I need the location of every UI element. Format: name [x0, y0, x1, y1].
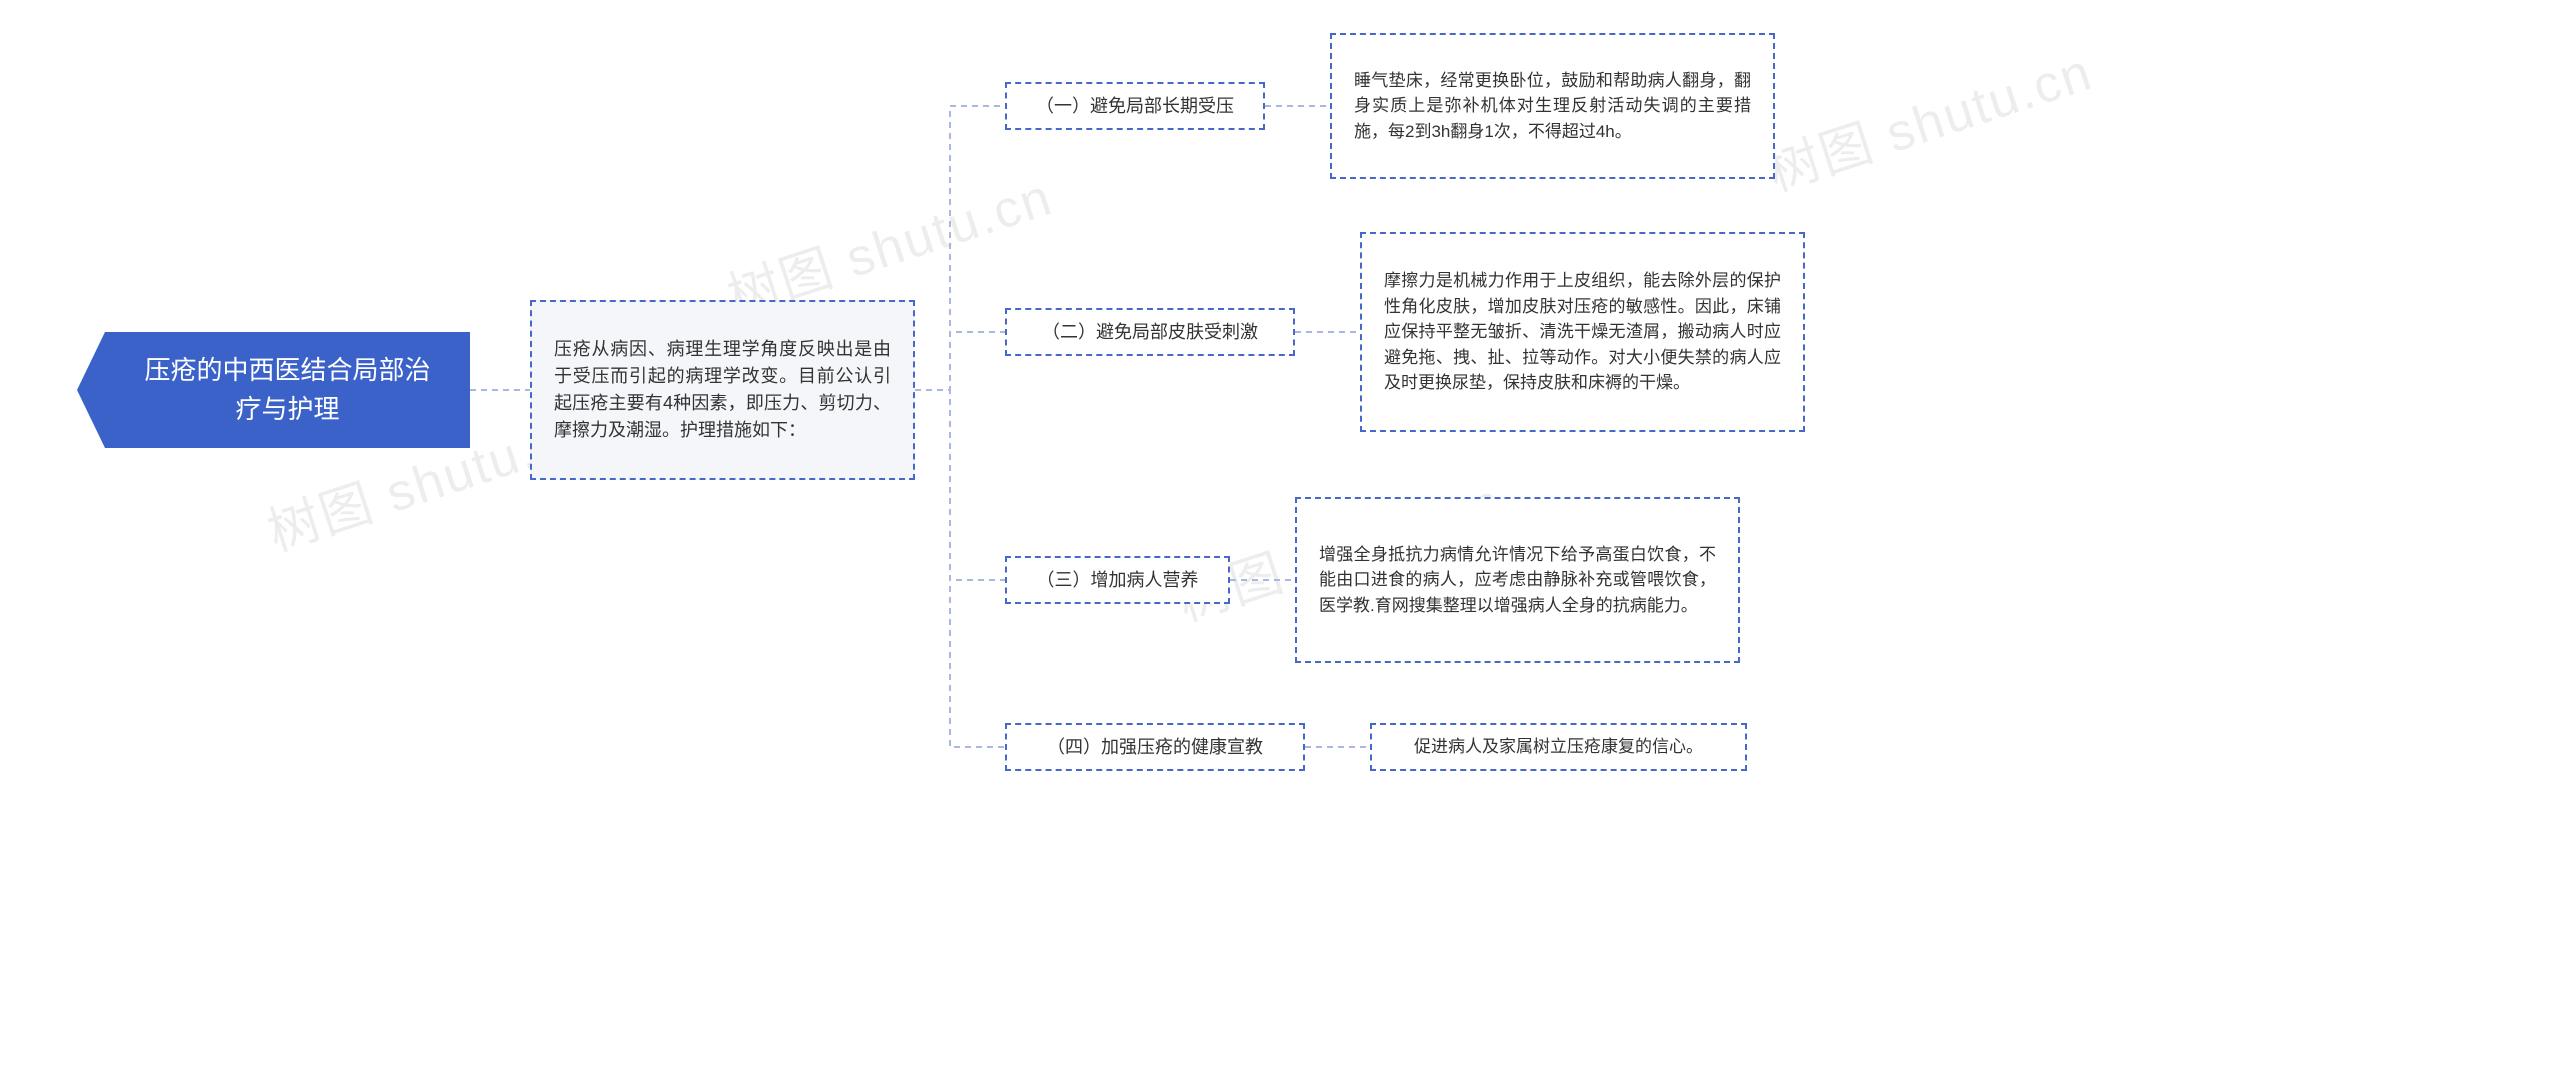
branch-node-1[interactable]: （一）避免局部长期受压: [1005, 82, 1265, 130]
leaf-node-2[interactable]: 摩擦力是机械力作用于上皮组织，能去除外层的保护性角化皮肤，增加皮肤对压疮的敏感性…: [1360, 232, 1805, 432]
branch-label: （四）加强压疮的健康宣教: [1047, 734, 1263, 761]
leaf-text: 增强全身抵抗力病情允许情况下给予高蛋白饮食，不能由口进食的病人，应考虑由静脉补充…: [1319, 542, 1716, 619]
branch-label: （二）避免局部皮肤受刺激: [1042, 319, 1258, 346]
branch-node-4[interactable]: （四）加强压疮的健康宣教: [1005, 723, 1305, 771]
description-node[interactable]: 压疮从病因、病理生理学角度反映出是由于受压而引起的病理学改变。目前公认引起压疮主…: [530, 300, 915, 480]
branch-node-2[interactable]: （二）避免局部皮肤受刺激: [1005, 308, 1295, 356]
root-node[interactable]: 压疮的中西医结合局部治疗与护理: [105, 332, 470, 448]
leaf-text: 摩擦力是机械力作用于上皮组织，能去除外层的保护性角化皮肤，增加皮肤对压疮的敏感性…: [1384, 268, 1781, 396]
leaf-node-4[interactable]: 促进病人及家属树立压疮康复的信心。: [1370, 723, 1747, 771]
branch-label: （三）增加病人营养: [1037, 567, 1199, 594]
description-text: 压疮从病因、病理生理学角度反映出是由于受压而引起的病理学改变。目前公认引起压疮主…: [554, 336, 891, 444]
watermark: 树图 shutu.cn: [1757, 30, 2101, 205]
leaf-node-3[interactable]: 增强全身抵抗力病情允许情况下给予高蛋白饮食，不能由口进食的病人，应考虑由静脉补充…: [1295, 497, 1740, 663]
root-title: 压疮的中西医结合局部治疗与护理: [140, 351, 435, 429]
connector-lines: [0, 0, 2560, 1075]
branch-node-3[interactable]: （三）增加病人营养: [1005, 556, 1230, 604]
branch-label: （一）避免局部长期受压: [1036, 93, 1234, 120]
leaf-node-1[interactable]: 睡气垫床，经常更换卧位，鼓励和帮助病人翻身，翻身实质上是弥补机体对生理反射活动失…: [1330, 33, 1775, 179]
leaf-text: 睡气垫床，经常更换卧位，鼓励和帮助病人翻身，翻身实质上是弥补机体对生理反射活动失…: [1354, 68, 1751, 145]
leaf-text: 促进病人及家属树立压疮康复的信心。: [1414, 734, 1703, 760]
